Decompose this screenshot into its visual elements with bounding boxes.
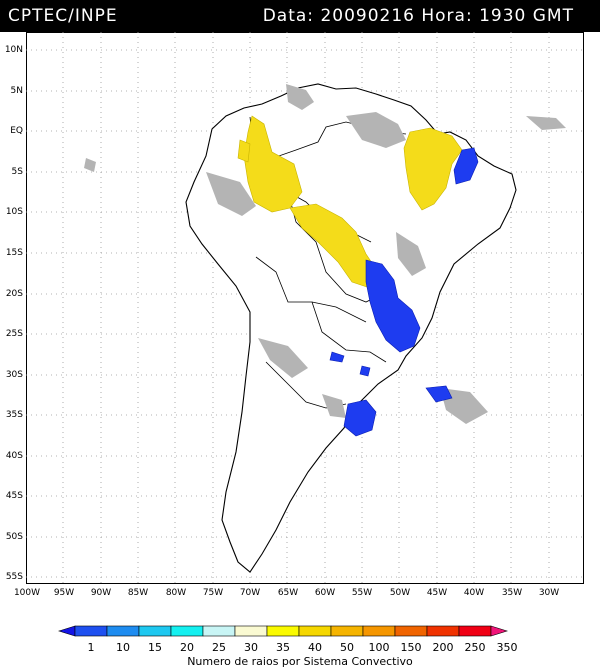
legend-value-label: 20 (180, 641, 194, 654)
lon-label: 35W (501, 588, 523, 598)
lon-label: 50W (389, 588, 411, 598)
lon-label: 30W (538, 588, 560, 598)
legend-value-label: 40 (308, 641, 322, 654)
lat-label: 10S (5, 207, 23, 217)
legend-caption: Numero de raios por Sistema Convectivo (187, 655, 413, 668)
legend-color-swatch (490, 625, 509, 637)
cloud-areas (84, 84, 566, 424)
legend-color-swatch (74, 625, 108, 637)
legend-value-label: 350 (496, 641, 518, 654)
lon-label: 90W (90, 588, 112, 598)
lon-label: 100W (13, 588, 41, 598)
legend-color-swatch (138, 625, 172, 637)
legend-color-swatch (394, 625, 428, 637)
legend-color-swatch (458, 625, 492, 637)
lat-label: EQ (10, 126, 23, 136)
lon-label: 80W (165, 588, 187, 598)
lat-label: 15S (5, 248, 23, 258)
lat-label: 25S (5, 329, 23, 339)
legend-color-swatch (202, 625, 236, 637)
lat-label: 35S (5, 410, 23, 420)
agency-label: CPTEC/INPE (8, 6, 118, 26)
lightning-blue-systems (329, 147, 479, 437)
lightning-map (26, 32, 584, 584)
legend-color-swatch (298, 625, 332, 637)
lat-label: 10N (4, 45, 23, 55)
legend-value-label: 100 (368, 641, 390, 654)
legend-color-swatch (57, 625, 76, 637)
legend-value-label: 15 (148, 641, 162, 654)
lat-label: 50S (5, 532, 23, 542)
legend-color-swatch (234, 625, 268, 637)
legend-color-swatch (426, 625, 460, 637)
legend-value-label: 30 (244, 641, 258, 654)
legend-color-swatch (170, 625, 204, 637)
legend-value-label: 35 (276, 641, 290, 654)
legend-color-swatch (266, 625, 300, 637)
lat-label: 20S (5, 289, 23, 299)
lon-label: 95W (53, 588, 75, 598)
legend-value-label: 25 (212, 641, 226, 654)
legend-color-swatch (106, 625, 140, 637)
lightning-yellow-systems (237, 115, 463, 289)
lat-label: 55S (5, 572, 23, 582)
lon-label: 45W (426, 588, 448, 598)
title-bar: CPTEC/INPE Data: 20090216 Hora: 1930 GMT (0, 0, 600, 32)
legend-value-label: 250 (464, 641, 486, 654)
legend-color-swatch (362, 625, 396, 637)
datetime-label: Data: 20090216 Hora: 1930 GMT (262, 6, 574, 26)
lat-label: 5S (11, 167, 23, 177)
legend-value-label: 1 (87, 641, 95, 654)
lat-label: 40S (5, 451, 23, 461)
lon-label: 85W (127, 588, 149, 598)
lat-label: 45S (5, 491, 23, 501)
legend-value-label: 200 (432, 641, 454, 654)
lon-label: 65W (277, 588, 299, 598)
lon-label: 40W (463, 588, 485, 598)
legend-color-swatch (330, 625, 364, 637)
lon-label: 75W (202, 588, 224, 598)
legend-value-label: 10 (116, 641, 130, 654)
lon-label: 55W (351, 588, 373, 598)
legend-value-label: 150 (400, 641, 422, 654)
lon-label: 70W (239, 588, 261, 598)
legend-value-label: 50 (340, 641, 354, 654)
lon-label: 60W (314, 588, 336, 598)
lat-label: 30S (5, 370, 23, 380)
color-scale-bar (57, 625, 509, 637)
lat-label: 5N (10, 86, 23, 96)
